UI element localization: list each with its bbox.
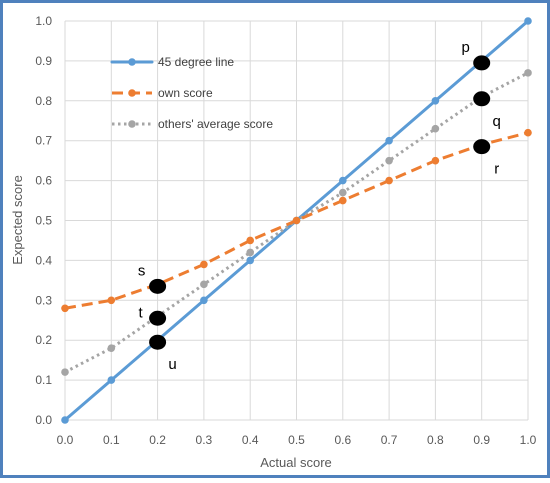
- legend: 45 degree line own score others' average s…: [110, 55, 273, 131]
- series-group: [61, 17, 532, 424]
- series-point: [246, 248, 254, 257]
- annotation-marker: [149, 334, 167, 350]
- annotation-label: r: [494, 161, 499, 178]
- series-point: [339, 176, 347, 185]
- x-tick-label: 0.5: [288, 433, 305, 447]
- legend-swatch-marker: [128, 120, 136, 128]
- y-tick-label: 0.3: [35, 293, 52, 307]
- legend-swatch-marker: [128, 58, 136, 66]
- y-tick-label: 0.8: [35, 94, 52, 108]
- annotation-label: q: [493, 113, 501, 130]
- x-tick-label: 0.2: [149, 433, 166, 447]
- y-tick-label: 0.2: [35, 333, 52, 347]
- legend-entry-label: others' average score: [158, 117, 273, 131]
- x-tick-label: 0.0: [57, 433, 74, 447]
- series-point: [200, 280, 208, 289]
- series-point: [246, 256, 254, 265]
- y-tick-label: 0.6: [35, 174, 52, 188]
- x-tick-label: 0.4: [242, 433, 259, 447]
- y-tick-label: 0.4: [35, 253, 52, 267]
- y-tick-label: 0.9: [35, 54, 52, 68]
- series-point: [246, 236, 254, 245]
- annotation-label: u: [168, 356, 176, 373]
- annotation-marker: [149, 310, 167, 326]
- x-tick-label: 0.6: [334, 433, 351, 447]
- x-axis-label: Actual score: [260, 455, 332, 470]
- series-point: [107, 296, 116, 305]
- annotation-marker: [473, 91, 491, 107]
- legend-entry-label: own score: [158, 86, 213, 100]
- legend-swatch-marker: [128, 89, 136, 97]
- y-tick-label: 0.7: [35, 134, 52, 148]
- annotation-marker: [473, 139, 491, 155]
- series-point: [431, 97, 440, 105]
- x-tick-label: 0.9: [473, 433, 490, 447]
- annotation-marker: [149, 278, 167, 294]
- series-point: [524, 17, 532, 25]
- series-point: [339, 196, 347, 205]
- series-point: [385, 156, 393, 165]
- y-axis-label: Expected score: [10, 175, 25, 265]
- series-point: [200, 296, 208, 305]
- series-point: [292, 216, 301, 225]
- series-point: [107, 376, 116, 384]
- y-tick-label: 0.5: [35, 214, 52, 228]
- series-point: [200, 260, 208, 269]
- series-point: [61, 368, 69, 376]
- annotation-label: s: [138, 262, 146, 279]
- legend-entry-label: 45 degree line: [158, 55, 234, 69]
- y-tick-label: 1.0: [35, 14, 52, 28]
- x-tick-label: 0.8: [427, 433, 444, 447]
- annotations: p q r s t u: [138, 39, 501, 373]
- annotation-label: t: [139, 304, 144, 321]
- series-point: [339, 188, 347, 197]
- series-point: [431, 156, 440, 165]
- annotation-marker: [473, 55, 491, 71]
- series-point: [61, 304, 69, 313]
- series-point: [524, 69, 532, 77]
- y-tick-label: 0.0: [35, 413, 52, 427]
- series-point: [524, 128, 532, 137]
- tick-labels: 0.0 0.1 0.2 0.3 0.4 0.5 0.6 0.7 0.8 0.9 1.0 0.0 0.1 0…: [35, 14, 536, 447]
- series-point: [107, 344, 116, 352]
- y-tick-label: 0.1: [35, 373, 52, 387]
- x-tick-label: 0.3: [196, 433, 213, 447]
- series-point: [385, 176, 393, 185]
- x-tick-label: 0.7: [381, 433, 398, 447]
- series-point: [431, 124, 440, 133]
- x-tick-label: 0.1: [103, 433, 120, 447]
- series-point: [61, 416, 69, 424]
- series-point: [385, 136, 393, 145]
- annotation-label: p: [462, 39, 470, 56]
- x-tick-label: 1.0: [520, 433, 537, 447]
